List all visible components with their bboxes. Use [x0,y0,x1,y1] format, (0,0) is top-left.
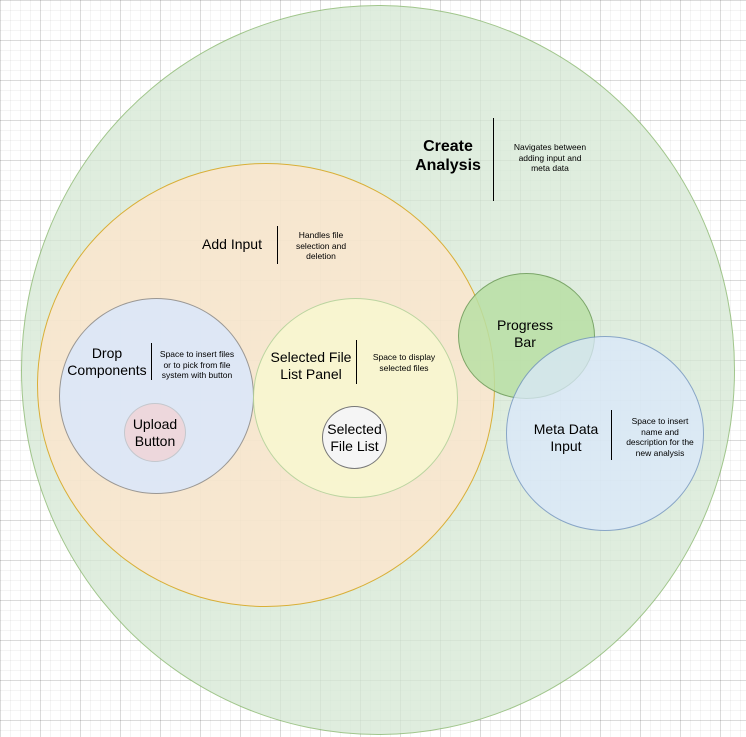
add-input-title: Add Input [202,236,262,252]
progress-bar-title: Progress Bar [496,317,554,350]
selected-file-list-panel-circle [253,298,458,498]
create-analysis-title: Create Analysis [415,138,481,174]
upload-button-title: Upload Button [132,416,178,449]
add-input-description: Handles file selection and deletion [295,230,347,262]
drop-components-circle [59,298,254,494]
meta-data-input-description: Space to insert name and description for… [626,416,694,458]
selected-file-list-panel-divider [356,340,357,384]
selected-file-list-circle [322,406,387,469]
meta-data-input-title: Meta Data Input [533,421,599,454]
drop-components-description: Space to insert files or to pick from fi… [159,349,235,381]
meta-data-input-divider [611,410,612,460]
create-analysis-divider [493,118,494,201]
add-input-divider [277,226,278,264]
selected-file-list-panel-description: Space to display selected files [372,352,436,373]
drop-components-title: Drop Components [67,345,147,378]
meta-data-input-circle [506,336,704,531]
upload-button-circle [124,403,186,462]
selected-file-list-title: Selected File List [327,421,382,454]
create-analysis-description: Navigates between adding input and meta … [513,142,587,174]
selected-file-list-panel-title: Selected File List Panel [270,349,352,382]
drop-components-divider [151,343,152,380]
